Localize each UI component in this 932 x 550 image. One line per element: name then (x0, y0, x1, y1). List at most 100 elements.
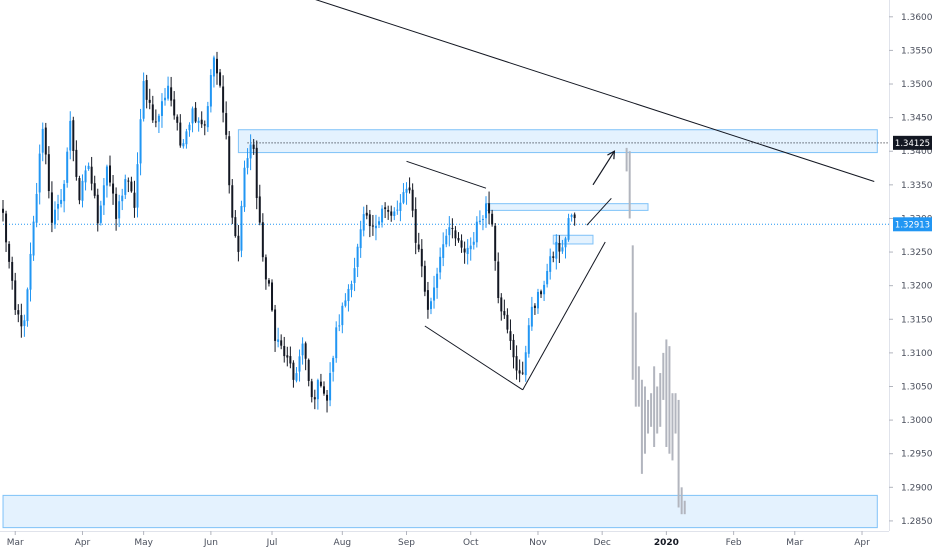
candle-110 (338, 314, 341, 332)
candle-body (350, 283, 353, 290)
candle-body (130, 181, 133, 192)
candle-body (365, 212, 368, 216)
candle-body (87, 165, 90, 170)
candle-body (200, 119, 203, 125)
projection-bar-11 (659, 373, 662, 427)
candle-163 (500, 293, 503, 321)
candle-139 (426, 281, 429, 319)
candle-97 (298, 349, 301, 382)
candle-body (552, 256, 555, 258)
candle-55 (170, 76, 173, 107)
candle-29 (90, 156, 93, 191)
candle-body (212, 57, 215, 77)
candle-1 (5, 210, 8, 252)
candle-body (555, 241, 558, 259)
candle-body (93, 183, 96, 196)
candle-body (75, 149, 78, 177)
candle-body (512, 339, 515, 358)
candle-body (246, 158, 249, 168)
candle-174 (533, 303, 536, 315)
candle-body (57, 203, 60, 209)
candle-body (108, 165, 111, 183)
projection-bar-12 (662, 352, 665, 400)
candle-body (546, 271, 549, 285)
projection-bar-13 (665, 339, 668, 447)
candle-22 (69, 111, 72, 160)
candle-body (237, 235, 240, 252)
candle-50 (154, 109, 157, 128)
y-tick-label: 1.32000 (901, 282, 932, 292)
y-tick-label: 1.30500 (901, 382, 932, 392)
drawings-layer (315, 0, 875, 391)
candle-160 (491, 209, 494, 227)
candle-134 (411, 183, 414, 218)
candle-72 (222, 75, 225, 123)
candle-57 (176, 114, 179, 131)
candle-67 (206, 101, 209, 132)
candle-body (558, 243, 561, 252)
candle-74 (228, 131, 231, 194)
candle-body (426, 290, 429, 310)
candle-53 (164, 88, 167, 106)
candle-body (390, 211, 393, 216)
candle-136 (417, 232, 420, 253)
candle-123 (378, 216, 381, 229)
candle-17 (53, 201, 56, 229)
candle-109 (335, 321, 338, 363)
candle-body (344, 300, 347, 306)
candle-24 (75, 140, 78, 181)
candle-34 (105, 164, 108, 198)
projection-bar-6 (643, 386, 646, 454)
candle-body (454, 230, 457, 239)
candle-body (197, 120, 200, 123)
x-tick-label: Feb (726, 538, 742, 548)
candle-body (475, 221, 478, 243)
candle-body (66, 151, 69, 183)
candle-body (405, 188, 408, 193)
candle-body (23, 320, 26, 326)
candle-179 (549, 248, 552, 280)
candle-body (29, 253, 32, 290)
candle-46 (142, 72, 145, 122)
candle-body (60, 199, 63, 204)
candle-184 (564, 236, 567, 259)
price-axis[interactable]: 1.36000 1.35500 1.35000 1.34500 1.34000 1.335… (889, 13, 932, 527)
candle-107 (329, 362, 332, 407)
candle-181 (555, 234, 558, 270)
candle-body (249, 144, 252, 159)
candle-body (543, 284, 546, 295)
candle-170 (521, 361, 524, 375)
candle-0 (2, 199, 4, 222)
candle-body (240, 205, 243, 251)
candle-body (277, 339, 280, 342)
candle-19 (60, 189, 63, 208)
candle-body (148, 99, 151, 103)
x-tick-label: Oct (463, 538, 479, 548)
y-tick-label: 1.28500 (901, 517, 932, 527)
candle-81 (249, 134, 252, 171)
candle-body (399, 202, 402, 211)
candle-8 (26, 287, 29, 327)
projection-bar-8 (650, 393, 653, 427)
candle-body (384, 207, 387, 210)
candle-69 (212, 55, 215, 88)
candle-40 (124, 174, 127, 200)
candle-43 (133, 180, 136, 218)
candle-body (540, 291, 543, 295)
candle-84 (258, 184, 261, 226)
time-axis[interactable]: Mar Apr May Jun Jul Aug Sep Oct Nov Dec 2020 Feb Mar… (7, 531, 870, 548)
candle-body (124, 179, 127, 195)
candle-body (121, 195, 124, 202)
candle-119 (365, 204, 368, 220)
candle-body (234, 217, 237, 237)
candle-body (26, 289, 29, 322)
projection-bar-9 (653, 366, 656, 447)
candle-body (127, 180, 130, 182)
candle-91 (280, 334, 283, 350)
projection-bar-2 (631, 245, 634, 380)
y-tick-label: 1.29000 (901, 483, 932, 493)
candle-body (371, 225, 374, 227)
candle-body (359, 229, 362, 249)
candle-body (2, 208, 4, 213)
